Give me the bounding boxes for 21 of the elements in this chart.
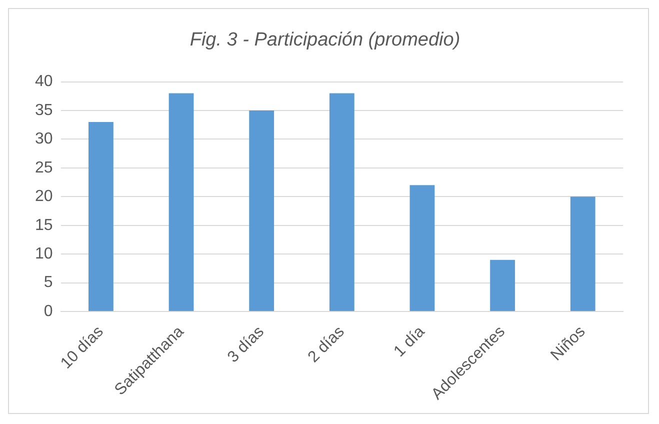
x-tick-label: 10 días xyxy=(58,323,107,372)
bar xyxy=(490,260,515,311)
chart-title: Fig. 3 - Participación (promedio) xyxy=(190,30,460,51)
y-tick-label: 35 xyxy=(35,102,53,119)
y-tick-label: 30 xyxy=(35,130,53,148)
bar xyxy=(410,185,435,311)
x-tick-label: 2 días xyxy=(304,323,348,366)
y-tick-label: 40 xyxy=(35,73,53,90)
bar xyxy=(249,110,274,311)
x-tick-label: 3 días xyxy=(224,323,268,366)
x-tick-label: 1 día xyxy=(390,323,428,360)
bar xyxy=(570,196,596,311)
y-tick-label: 5 xyxy=(44,274,53,292)
bar xyxy=(329,93,354,311)
y-tick-label: 25 xyxy=(35,159,53,176)
bar xyxy=(168,93,194,311)
y-tick-label: 15 xyxy=(35,216,53,234)
y-tick-label: 10 xyxy=(35,245,53,262)
y-tick-label: 20 xyxy=(35,188,53,206)
bar xyxy=(88,122,114,311)
y-tick-label: 0 xyxy=(44,302,53,320)
